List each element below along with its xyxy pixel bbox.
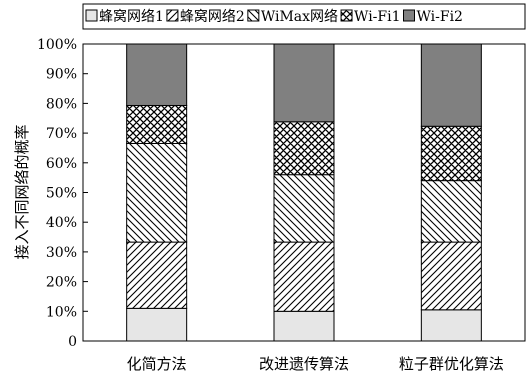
x-axis: 化简方法 改进遗传算法 粒子群优化算法 (127, 355, 504, 373)
legend-label: Wi-Fi2 (417, 9, 463, 25)
y-axis: 0 10% 20% 30% 40% 50% 60% 70% 80% 90% 100% (37, 37, 88, 350)
bar-segment (126, 104, 188, 144)
y-tick-label: 50% (46, 186, 77, 202)
legend: 蜂窝网络1 蜂窝网络2 WiMax网络 Wi-Fi1 Wi-Fi2 (85, 8, 463, 25)
y-axis-label: 接入不同网络的概率 (13, 124, 31, 259)
legend-label: Wi-Fi1 (354, 9, 400, 25)
y-tick-label: 40% (46, 215, 77, 231)
bar-segment (420, 241, 482, 311)
bar-segment (126, 241, 188, 309)
bar-segment (273, 241, 335, 312)
bar-segment (273, 121, 335, 176)
legend-box (82, 3, 526, 30)
bar-segment (273, 310, 335, 342)
y-tick-label: 60% (46, 156, 77, 172)
bar-segment (273, 43, 335, 123)
y-tick-label: 10% (46, 304, 77, 320)
legend-swatch (247, 9, 260, 22)
y-tick-label: 70% (46, 126, 77, 142)
y-tick-label: 20% (46, 275, 77, 291)
y-tick-label: 80% (46, 96, 77, 112)
x-tick-label: 化简方法 (127, 355, 187, 373)
y-tick-label: 0 (68, 334, 77, 350)
legend-swatch (403, 9, 415, 22)
bar-segment (420, 43, 482, 127)
legend-label: 蜂窝网络2 (180, 8, 245, 25)
legend-label: WiMax网络 (261, 9, 338, 25)
x-tick-label: 粒子群优化算法 (399, 355, 504, 373)
legend-swatch (85, 9, 98, 22)
legend-swatch (340, 9, 353, 22)
y-tick-label: 90% (46, 67, 77, 83)
y-tick-label: 100% (37, 37, 77, 53)
legend-swatch (166, 9, 179, 22)
y-tick-label: 30% (46, 245, 77, 261)
bar-segment (126, 43, 188, 106)
bar-segment (420, 309, 482, 342)
x-tick-label: 改进遗传算法 (259, 355, 349, 373)
bar-segment (420, 125, 482, 182)
bar-segment (126, 307, 188, 342)
bar-segment (273, 174, 335, 243)
bar-segment (126, 142, 188, 243)
bar-segment (420, 180, 482, 243)
legend-label: 蜂窝网络1 (99, 8, 164, 25)
bars-group (126, 43, 482, 342)
